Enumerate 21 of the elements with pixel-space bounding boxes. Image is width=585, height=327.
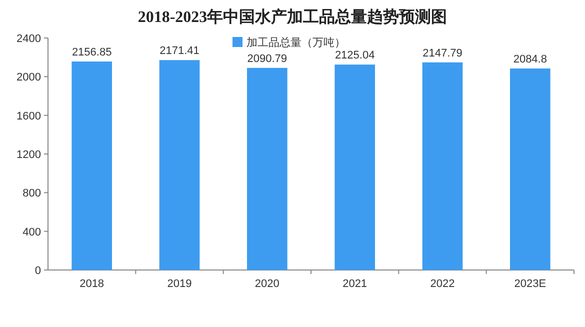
y-tick-label: 0 xyxy=(34,265,41,277)
data-label: 2090.79 xyxy=(247,52,288,65)
data-label: 2171.41 xyxy=(160,45,200,58)
y-tick-label: 2400 xyxy=(16,33,41,45)
x-tick-label: 2018 xyxy=(80,278,104,290)
chart-title: 2018-2023年中国水产加工品总量趋势预测图 xyxy=(138,8,448,26)
y-tick-label: 1600 xyxy=(16,110,41,122)
legend-label: 加工品总量（万吨） xyxy=(246,36,346,49)
y-tick-label: 2000 xyxy=(16,72,41,84)
data-label: 2147.79 xyxy=(422,47,462,60)
y-tick-label: 1200 xyxy=(16,149,41,161)
x-tick-label: 2019 xyxy=(167,278,192,290)
x-tick-label: 2022 xyxy=(430,278,455,290)
data-label: 2156.85 xyxy=(72,46,112,59)
data-label: 2125.04 xyxy=(334,50,375,62)
x-tick-label: 2020 xyxy=(254,278,280,290)
y-tick-label: 800 xyxy=(22,188,41,200)
y-tick-label: 400 xyxy=(22,226,41,238)
x-tick-label: 2021 xyxy=(342,278,368,290)
data-label: 2084.8 xyxy=(513,53,547,66)
x-tick-label: 2023E xyxy=(514,278,546,290)
